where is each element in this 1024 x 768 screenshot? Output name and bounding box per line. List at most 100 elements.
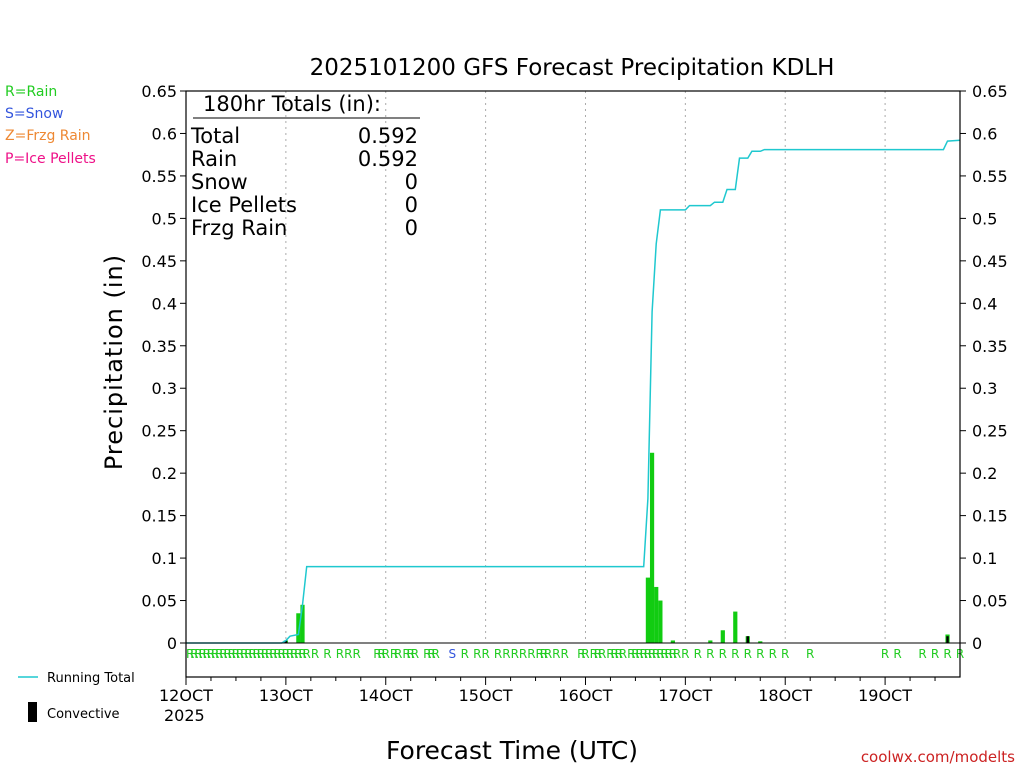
precip-bar	[654, 586, 659, 643]
convective-bar	[284, 640, 288, 643]
grid-lines	[285, 91, 886, 643]
x-axis: 12OCT 13OCT 14OCT 15OCT 16OCT 17OCT 18OCT 19OCT	[159, 677, 936, 705]
precip-bar	[649, 452, 655, 643]
precip-type-marker: R	[577, 647, 585, 661]
precip-type-marker: R	[323, 647, 331, 661]
totals-label-snow: Snow	[191, 170, 248, 194]
precip-type-marker: R	[402, 647, 410, 661]
legend-snow: S=Snow	[5, 106, 63, 122]
precip-type-marker: R	[594, 647, 602, 661]
totals-label-rain: Rain	[191, 147, 237, 171]
totals-value-total: 0.592	[358, 124, 418, 148]
precip-type-marker: R	[511, 647, 519, 661]
precip-type-marker: R	[544, 647, 552, 661]
y-tick-label-left: 0.4	[152, 294, 177, 313]
x-tick-label: 18OCT	[758, 686, 812, 705]
precip-type-marker: R	[244, 647, 252, 661]
precip-type-marker: R	[232, 647, 240, 661]
precip-type-marker: R	[282, 647, 290, 661]
precip-type-marker: R	[207, 647, 215, 661]
precip-type-marker: R	[427, 647, 435, 661]
precip-type-marker: R	[461, 647, 469, 661]
precip-type-marker: R	[631, 647, 639, 661]
precip-type-marker: R	[918, 647, 926, 661]
precip-type-marker: R	[694, 647, 702, 661]
precip-type-marker: R	[352, 647, 360, 661]
y-tick-label-right: 0.1	[972, 549, 997, 568]
credit-text: coolwx.com/modelts	[861, 748, 1015, 766]
precip-type-marker: R	[473, 647, 481, 661]
precip-type-marker: R	[656, 647, 664, 661]
y-tick-label-left: 0	[167, 634, 177, 653]
precip-type-marker: R	[407, 647, 415, 661]
precip-type-marker: R	[744, 647, 752, 661]
precip-type-marker: R	[781, 647, 789, 661]
y-tick-label-left: 0.15	[141, 507, 177, 526]
precip-bar	[300, 604, 305, 643]
precip-type-marker: R	[527, 647, 535, 661]
precip-type-marker: R	[619, 647, 627, 661]
x-tick-label: 13OCT	[259, 686, 313, 705]
x-tick-label: 12OCT	[159, 686, 213, 705]
precip-type-marker: R	[673, 647, 681, 661]
y-tick-label-left: 0.25	[141, 422, 177, 441]
y-tick-label-right: 0.35	[972, 337, 1008, 356]
precip-type-marker: R	[481, 647, 489, 661]
precip-type-marker: R	[198, 647, 206, 661]
precip-type-marker: R	[640, 647, 648, 661]
y-tick-label-right: 0.5	[972, 209, 997, 228]
precip-type-marker: R	[581, 647, 589, 661]
precip-type-marker: R	[223, 647, 231, 661]
precip-type-marker: R	[265, 647, 273, 661]
precip-type-marker: R	[203, 647, 211, 661]
x-axis-label: Forecast Time (UTC)	[386, 736, 638, 765]
y-tick-label-left: 0.05	[141, 592, 177, 611]
precip-type-marker: R	[432, 647, 440, 661]
precip-type-marker: R	[494, 647, 502, 661]
precip-type-marker: R	[423, 647, 431, 661]
legend-freezing-rain: Z=Frzg Rain	[5, 128, 91, 144]
x-tick-label: 15OCT	[459, 686, 513, 705]
convective-legend-label: Convective	[47, 707, 120, 722]
y-tick-label-left: 0.65	[141, 82, 177, 101]
precip-bar	[296, 613, 301, 643]
precip-type-marker: R	[769, 647, 777, 661]
precip-type-marker: S	[449, 647, 457, 661]
y-tick-label-right: 0.55	[972, 167, 1008, 186]
precip-type-marker: R	[373, 647, 381, 661]
precip-type-marker: R	[648, 647, 656, 661]
precip-type-marker: R	[294, 647, 302, 661]
x-tick-label: 17OCT	[658, 686, 712, 705]
y-tick-label-left: 0.35	[141, 337, 177, 356]
precip-type-marker: R	[261, 647, 269, 661]
precip-type-marker: R	[253, 647, 261, 661]
y-tick-label-left: 0.1	[152, 549, 177, 568]
running-total-legend-label: Running Total	[47, 671, 135, 686]
y-axis-left: 0 0.05 0.1 0.15 0.2 0.25 0.3 0.35 0.4 0.45 0.5 0.55…	[141, 82, 186, 653]
x-tick-label: 16OCT	[558, 686, 612, 705]
precip-type-marker: R	[540, 647, 548, 661]
y-tick-label-right: 0.6	[972, 124, 997, 143]
totals-label-frzg-rain: Frzg Rain	[191, 216, 287, 240]
totals-label-total: Total	[190, 124, 240, 148]
precip-type-marker: R	[382, 647, 390, 661]
precip-type-marker: R	[236, 647, 244, 661]
y-tick-label-left: 0.5	[152, 209, 177, 228]
convective-bar	[746, 636, 749, 643]
precip-type-marker: R	[598, 647, 606, 661]
precip-type-marker: R	[706, 647, 714, 661]
precip-type-marker: R	[248, 647, 256, 661]
precip-type-marker: R	[394, 647, 402, 661]
precip-type-marker: R	[552, 647, 560, 661]
precip-bar	[758, 641, 763, 643]
precip-type-marker: R	[644, 647, 652, 661]
precip-type-marker: R	[278, 647, 286, 661]
precip-type-marker: R	[652, 647, 660, 661]
precip-type-marker: R	[615, 647, 623, 661]
precip-type-marker: R	[731, 647, 739, 661]
precip-type-marker: R	[502, 647, 510, 661]
precip-bar	[708, 640, 713, 643]
chart-title: 2025101200 GFS Forecast Precipitation KD…	[310, 55, 835, 81]
precip-type-marker: R	[635, 647, 643, 661]
